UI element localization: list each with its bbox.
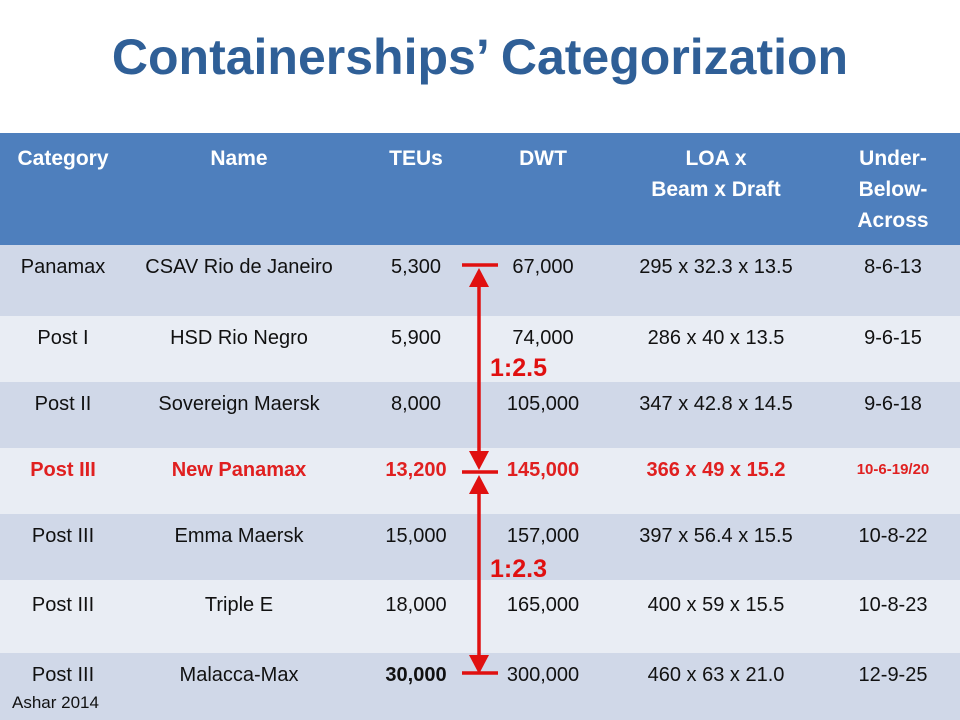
cell-under-below-across: 10-6-19/20 <box>856 461 930 478</box>
cell-under-below-across: 8-6-13 <box>864 256 922 278</box>
cell-name: CSAV Rio de Janeiro <box>145 256 333 278</box>
cell-dimensions: 400 x 59 x 15.5 <box>647 594 785 616</box>
cell-dimensions: 347 x 42.8 x 14.5 <box>639 393 793 415</box>
cell-dwt: 145,000 <box>506 459 580 481</box>
cell-dimensions: 366 x 49 x 15.2 <box>646 459 786 481</box>
cell-dimensions: 295 x 32.3 x 13.5 <box>639 256 793 278</box>
cell-dwt: 300,000 <box>506 664 580 686</box>
cell-under-below-across: 10-8-22 <box>858 525 928 547</box>
cell-dimensions: 460 x 63 x 21.0 <box>647 664 785 686</box>
header-uba-line3: Across <box>857 209 929 232</box>
cell-teus: 5,300 <box>390 256 442 278</box>
header-uba-line2: Below- <box>858 178 928 201</box>
author-credit: Ashar 2014 <box>12 693 99 712</box>
cell-under-below-across: 12-9-25 <box>858 664 928 686</box>
cell-name: Malacca-Max <box>179 664 299 686</box>
header-teus: TEUs <box>389 147 443 170</box>
cell-teus: 18,000 <box>385 594 447 616</box>
table-header: Category Name TEUs DWT LOA x Beam x Draf… <box>0 133 960 245</box>
header-name: Name <box>210 147 268 170</box>
cell-category: Post III <box>31 525 95 547</box>
cell-teus: 15,000 <box>385 525 447 547</box>
cell-dwt: 74,000 <box>512 327 574 349</box>
cell-dwt: 157,000 <box>506 525 580 547</box>
lower-arrowhead-down <box>469 655 489 674</box>
cell-under-below-across: 9-6-15 <box>864 327 922 349</box>
cell-teus: 5,900 <box>390 327 442 349</box>
cell-name: Sovereign Maersk <box>158 393 320 415</box>
cell-dimensions: 286 x 40 x 13.5 <box>647 327 785 349</box>
cell-category: Post III <box>31 594 95 616</box>
header-under-below-across: Under- Below- Across <box>826 143 960 236</box>
slide-title: Containerships’ Categorization <box>111 29 849 85</box>
header-dwt: DWT <box>519 147 567 170</box>
ratio-lower-label: 1:2.3 <box>490 555 547 583</box>
cell-category: Post III <box>31 664 95 686</box>
ratio-upper-label: 1:2.5 <box>490 354 547 382</box>
header-category: Category <box>17 147 109 170</box>
cell-name: HSD Rio Negro <box>170 327 308 349</box>
cell-dwt: 105,000 <box>506 393 580 415</box>
cell-teus: 13,200 <box>385 459 447 481</box>
upper-arrowhead-up <box>469 268 489 287</box>
cell-category: Panamax <box>20 256 106 278</box>
upper-arrowhead-down <box>469 451 489 470</box>
cell-dwt: 67,000 <box>512 256 574 278</box>
cell-name: New Panamax <box>171 459 307 481</box>
cell-category: Post III <box>30 459 96 481</box>
cell-category: Post I <box>37 327 89 349</box>
lower-arrowhead-up <box>469 475 489 494</box>
cell-under-below-across: 9-6-18 <box>864 393 922 415</box>
cell-teus: 30,000 <box>385 664 447 686</box>
cell-category: Post II <box>34 393 92 415</box>
header-dimensions-line2: Beam x Draft <box>651 178 781 201</box>
header-dimensions: LOA x Beam x Draft <box>606 143 826 205</box>
header-dimensions-line1: LOA x <box>685 147 747 170</box>
cell-name: Triple E <box>204 594 274 616</box>
cell-name: Emma Maersk <box>174 525 304 547</box>
cell-under-below-across: 10-8-23 <box>858 594 928 616</box>
cell-dwt: 165,000 <box>506 594 580 616</box>
cell-teus: 8,000 <box>390 393 442 415</box>
cell-dimensions: 397 x 56.4 x 15.5 <box>639 525 793 547</box>
header-uba-line1: Under- <box>859 147 927 170</box>
